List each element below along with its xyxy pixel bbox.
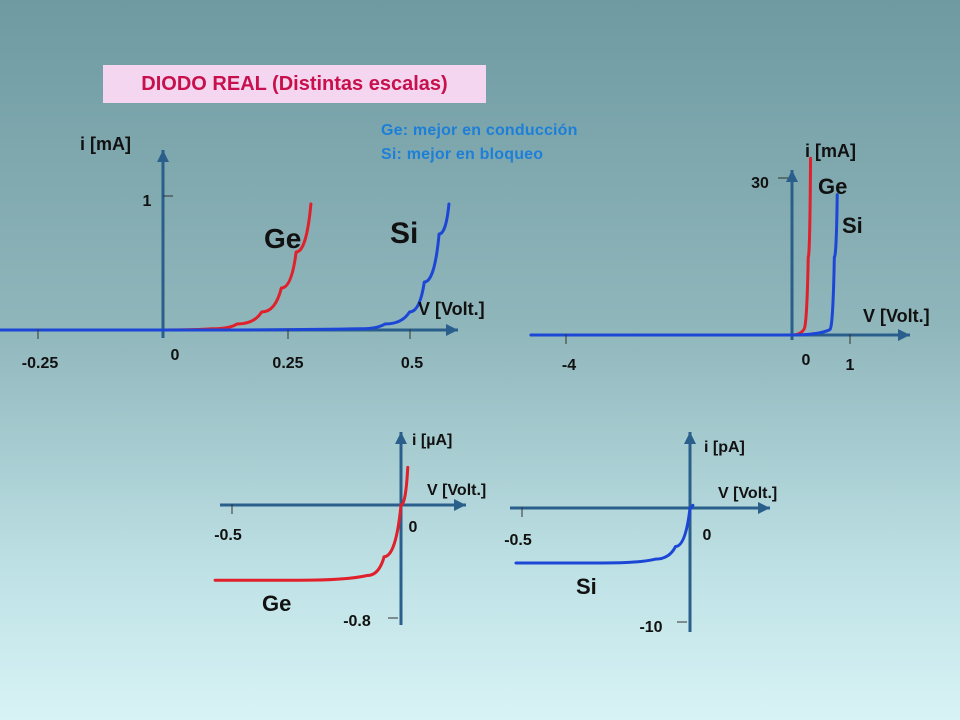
chart1-y-axis-arrowhead [157,150,169,162]
title-box: DIODO REAL (Distintas escalas) [103,65,486,103]
chart1-si-curve [0,202,451,332]
chart2-x-tick-label-neg4: -4 [562,357,576,374]
chart3-x-tick-label-0: 0 [409,519,418,536]
note-line-si: Si: mejor en bloqueo [381,146,544,163]
chart1-x-axis-arrowhead [446,324,458,336]
chart3-x-axis-arrowhead [454,499,466,511]
chart4-si-label: Si [576,574,597,599]
chart1-y-axis-label: i [mA] [80,134,131,154]
chart3-y-axis-label: i [µA] [412,432,452,449]
chart4-x-tick-label-0: 0 [703,527,712,544]
chart1-x-axis-label: V [Volt.] [418,299,485,319]
chart2-x-axis-arrowhead [898,329,910,341]
page-title: DIODO REAL (Distintas escalas) [141,72,448,95]
note-line-ge: Ge: mejor en conducción [381,122,578,139]
chart2-si-label: Si [842,213,863,238]
chart2-y-tick-label-30: 30 [751,175,769,192]
chart4-y-tick-label-neg10: -10 [639,619,662,636]
chart3-y-tick-label-neg08: -0.8 [343,613,371,630]
chart1-x-tick-label-neg025: -0.25 [22,355,59,372]
chart2-x-tick-label-0: 0 [802,352,811,369]
chart3-x-axis-label: V [Volt.] [427,482,486,499]
comparison-note: Ge: mejor en conducción Si: mejor en blo… [381,119,578,167]
chart2-x-axis-label: V [Volt.] [863,306,930,326]
chart1-si-label: Si [390,217,418,250]
chart4-x-tick-label-neg05: -0.5 [504,532,532,549]
chart4-x-axis-label: V [Volt.] [718,485,777,502]
chart1-y-tick-label-1: 1 [143,193,152,210]
chart1-ge-label: Ge [264,223,301,254]
chart3-ge-curve [213,465,410,582]
chart2-x-tick-label-1: 1 [846,357,855,374]
chart3-y-axis-arrowhead [395,432,407,444]
chart4-y-axis-arrowhead [684,432,696,444]
chart1-x-tick-label-05: 0.5 [401,355,423,372]
chart3-ge-label: Ge [262,591,291,616]
chart4-y-axis-label: i [pA] [704,439,745,456]
chart2-ge-label: Ge [818,174,847,199]
chart2-y-axis-label: i [mA] [805,141,856,161]
chart2-y-axis-arrowhead [786,170,798,182]
chart3-x-tick-label-neg05: -0.5 [214,527,242,544]
chart1-x-tick-label-0: 0 [171,347,180,364]
chart1-x-tick-label-025: 0.25 [272,355,303,372]
chart4-x-axis-arrowhead [758,502,770,514]
chart4-si-curve [514,503,695,565]
chart2-si-curve [529,193,839,337]
